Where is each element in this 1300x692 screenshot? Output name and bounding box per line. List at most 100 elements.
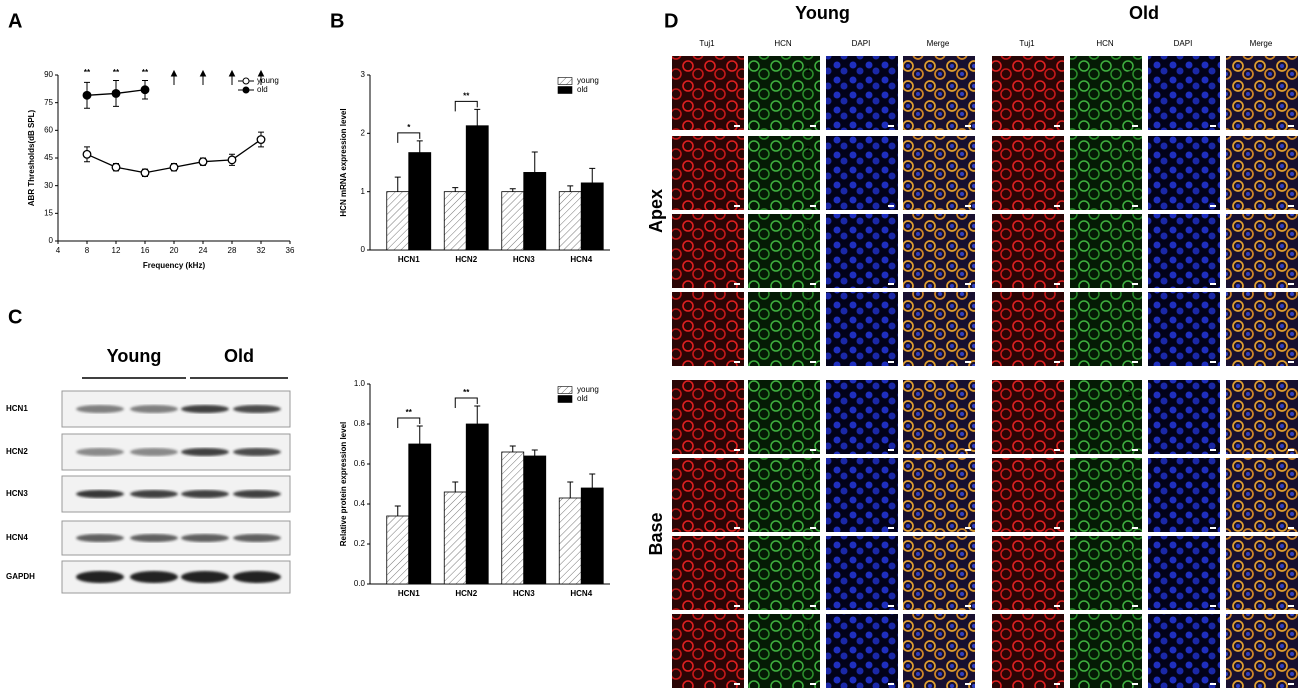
y-tick-label: 0.2 bbox=[354, 539, 366, 548]
micrograph bbox=[1226, 56, 1298, 130]
legend-marker bbox=[242, 77, 250, 85]
field-number: 3 bbox=[1128, 223, 1133, 232]
error-bar bbox=[394, 176, 401, 192]
y-tick-label: 0 bbox=[49, 236, 54, 245]
y-tick-label: 0.8 bbox=[354, 419, 366, 428]
scale-bar bbox=[965, 527, 971, 529]
scale-bar bbox=[1288, 361, 1294, 363]
scale-bar bbox=[965, 283, 971, 285]
panel-label: C bbox=[8, 306, 22, 328]
micrograph bbox=[826, 136, 898, 210]
error-bar bbox=[474, 405, 481, 424]
error-bar bbox=[509, 188, 516, 192]
scale-bar bbox=[1288, 683, 1294, 685]
data-point bbox=[140, 168, 150, 178]
micrograph bbox=[748, 214, 820, 288]
channel-label: DAPI bbox=[852, 39, 871, 48]
significance: * bbox=[407, 123, 411, 132]
bar bbox=[580, 182, 604, 251]
bar bbox=[408, 152, 432, 251]
bar bbox=[465, 423, 489, 585]
channel-label: HCN bbox=[1096, 39, 1114, 48]
channel-label: DAPI bbox=[1174, 39, 1193, 48]
error-bar bbox=[416, 425, 423, 444]
blot-band bbox=[76, 405, 124, 413]
scale-bar bbox=[965, 361, 971, 363]
data-point bbox=[198, 157, 208, 167]
significance-bracket bbox=[454, 397, 478, 408]
micrograph bbox=[672, 136, 744, 210]
legend-swatch bbox=[557, 77, 573, 85]
legend-marker bbox=[242, 86, 250, 94]
micrograph bbox=[1148, 536, 1220, 610]
x-tick-label: HCN4 bbox=[570, 255, 592, 264]
micrograph bbox=[1148, 136, 1220, 210]
x-tick-label: HCN1 bbox=[398, 589, 420, 598]
scale-bar bbox=[965, 683, 971, 685]
blot-band bbox=[76, 448, 124, 456]
field-number: 2 bbox=[1128, 145, 1133, 154]
micrograph bbox=[1070, 214, 1142, 288]
blot-band bbox=[233, 405, 281, 413]
significance-bracket bbox=[454, 100, 478, 112]
y-tick-label: 2 bbox=[361, 128, 366, 137]
channel-label: Merge bbox=[927, 39, 950, 48]
x-tick-label: HCN2 bbox=[455, 589, 477, 598]
scale-bar bbox=[1288, 605, 1294, 607]
x-tick-label: HCN2 bbox=[455, 255, 477, 264]
micrograph bbox=[1070, 292, 1142, 366]
micrograph bbox=[826, 292, 898, 366]
micrograph bbox=[748, 56, 820, 130]
scale-bar bbox=[965, 449, 971, 451]
scale-bar bbox=[1132, 361, 1138, 363]
bar bbox=[501, 191, 525, 251]
legend-swatch bbox=[557, 386, 573, 394]
blot-group-label: Young bbox=[107, 346, 162, 366]
x-tick-label: 36 bbox=[286, 246, 295, 255]
micrograph bbox=[826, 214, 898, 288]
micrograph bbox=[1148, 614, 1220, 688]
blot-band bbox=[76, 490, 124, 498]
bar bbox=[523, 172, 547, 251]
scale-bar bbox=[734, 683, 740, 685]
micrograph bbox=[992, 614, 1064, 688]
blot-band bbox=[233, 534, 281, 542]
y-axis-title: ABR Thresholds(dB SPL) bbox=[27, 109, 36, 206]
x-tick-label: 4 bbox=[56, 246, 61, 255]
y-axis-title: HCN mRNA expression level bbox=[339, 108, 348, 216]
scale-bar bbox=[1054, 361, 1060, 363]
scale-bar bbox=[1210, 449, 1216, 451]
field-number: 1 bbox=[1128, 389, 1133, 398]
scale-bar bbox=[734, 125, 740, 127]
scale-bar bbox=[1210, 683, 1216, 685]
significance: ** bbox=[463, 388, 470, 397]
data-point bbox=[227, 155, 237, 165]
micrograph bbox=[672, 614, 744, 688]
scale-bar bbox=[734, 283, 740, 285]
y-tick-label: 0.6 bbox=[354, 459, 366, 468]
error-bar bbox=[474, 108, 481, 126]
field-number: 3 bbox=[806, 545, 811, 554]
blot-band bbox=[130, 405, 178, 413]
micrograph bbox=[1070, 614, 1142, 688]
scale-bar bbox=[1288, 283, 1294, 285]
legend-swatch bbox=[557, 86, 573, 94]
micrograph bbox=[1070, 56, 1142, 130]
field-number: 2 bbox=[1128, 467, 1133, 476]
bar bbox=[386, 515, 410, 585]
micrograph bbox=[748, 380, 820, 454]
error-bar bbox=[452, 187, 459, 192]
scale-bar bbox=[1288, 125, 1294, 127]
scale-bar bbox=[1132, 605, 1138, 607]
micrograph bbox=[1226, 536, 1298, 610]
field-number: 2 bbox=[806, 467, 811, 476]
y-tick-label: 1 bbox=[361, 187, 366, 196]
micrograph bbox=[1070, 380, 1142, 454]
channel-label: Merge bbox=[1250, 39, 1273, 48]
micrograph bbox=[1148, 458, 1220, 532]
field-number: 3 bbox=[806, 223, 811, 232]
micrograph bbox=[748, 536, 820, 610]
micrograph bbox=[992, 292, 1064, 366]
x-tick-label: 24 bbox=[199, 246, 208, 255]
